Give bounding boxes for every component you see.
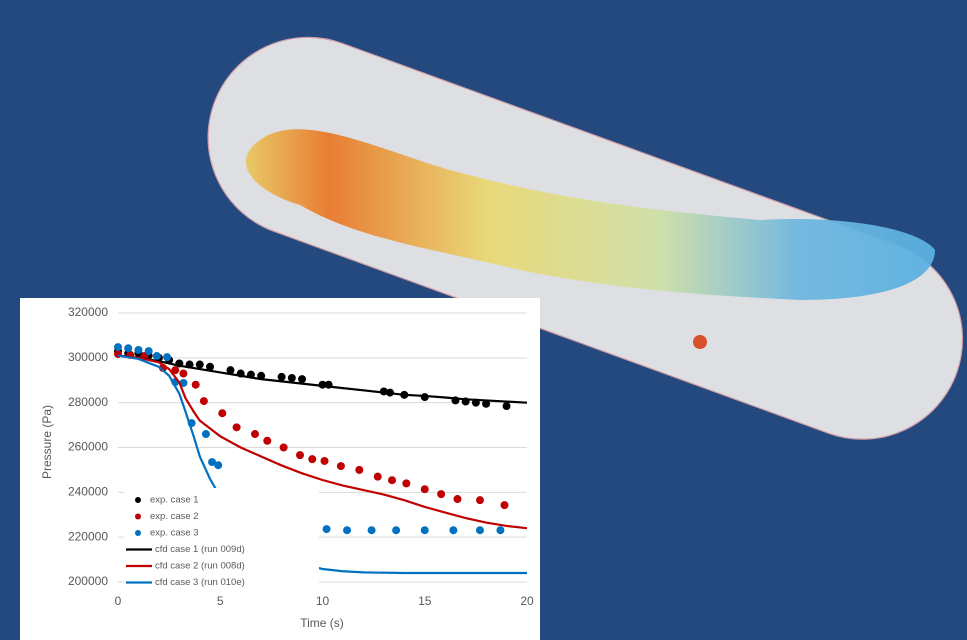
exp-point [323,525,331,533]
exp-point [374,473,382,481]
exp-point [496,526,504,534]
exp-point [392,526,400,534]
legend-label: cfd case 1 (run 009d) [155,544,245,555]
exp-point [308,455,316,463]
y-tick-label: 280000 [68,395,108,409]
exp-point [153,352,161,360]
exp-point [355,466,363,474]
exp-point [402,479,410,487]
exp-point [124,344,132,352]
x-tick-label: 5 [217,594,224,608]
x-tick-label: 0 [115,594,122,608]
exp-point [163,353,171,361]
exp-point [134,346,142,354]
slide: Pressure (Pa) Time (s) 200000 220000 24000… [0,0,967,640]
exp-point [449,526,457,534]
legend-label: cfd case 2 (run 008d) [155,561,245,572]
droplet [693,335,707,349]
exp-point [421,485,429,493]
y-axis-label: Pressure (Pa) [40,405,54,479]
exp-point [437,490,445,498]
exp-point [145,347,153,355]
exp-point [196,361,204,369]
exp-point [298,375,306,383]
y-tick-label: 220000 [68,529,108,543]
exp-point [296,451,304,459]
exp-point [476,526,484,534]
exp-point [343,526,351,534]
exp-point [278,373,286,381]
legend-label: exp. case 3 [150,528,199,539]
exp-point [192,381,200,389]
x-tick-label: 10 [316,594,330,608]
exp-point [503,402,511,410]
exp-point [337,462,345,470]
y-tick-label: 320000 [68,305,108,319]
legend-marker [135,514,141,520]
y-tick-label: 240000 [68,485,108,499]
exp-point [202,430,210,438]
x-tick-label: 15 [418,594,432,608]
legend-label: exp. case 1 [150,495,199,506]
legend-label: cfd case 3 (run 010e) [155,577,245,588]
exp-point [476,496,484,504]
y-tick-label: 300000 [68,350,108,364]
y-tick-label: 200000 [68,574,108,588]
exp-point [321,457,329,465]
exp-point [114,343,122,351]
exp-point [421,526,429,534]
exp-point [218,409,226,417]
exp-point [453,495,461,503]
legend-marker [135,530,141,536]
exp-point [179,370,187,378]
x-axis-label: Time (s) [300,616,344,630]
chart: Pressure (Pa) Time (s) 200000 220000 24000… [20,298,540,640]
exp-point [368,526,376,534]
exp-point [233,423,241,431]
exp-point [251,430,259,438]
x-tick-label: 20 [520,594,534,608]
exp-point [501,501,509,509]
exp-point [288,374,296,382]
legend-marker [135,497,141,503]
exp-point [263,437,271,445]
legend-label: exp. case 2 [150,511,199,522]
exp-point [280,444,288,452]
y-tick-label: 260000 [68,440,108,454]
exp-point [200,397,208,405]
exp-point [214,461,222,469]
exp-point [388,476,396,484]
